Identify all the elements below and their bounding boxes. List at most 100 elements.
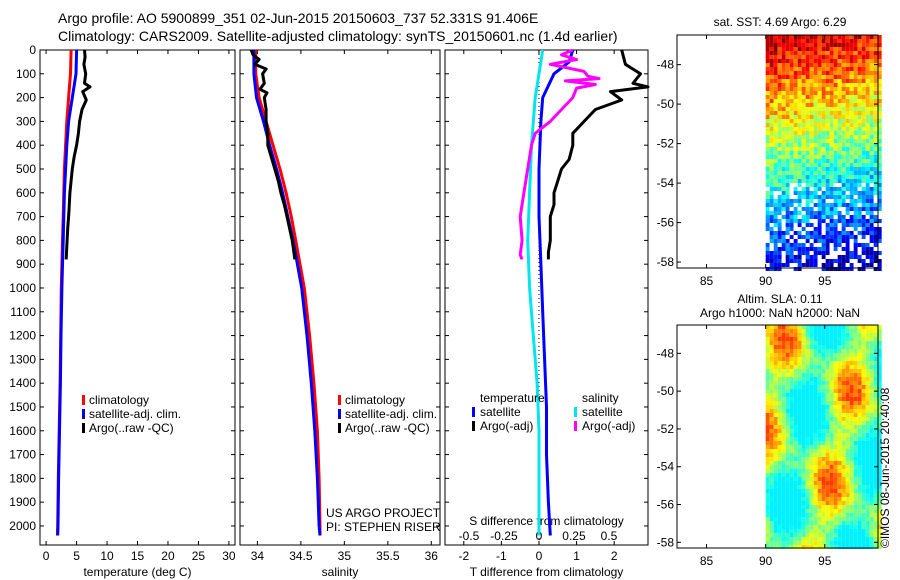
sst_map-cell <box>801 107 806 111</box>
sla_map-cell <box>861 525 866 529</box>
sst_map-cell <box>817 59 822 63</box>
sst_map-cell <box>853 199 858 203</box>
sst_map-cell <box>801 83 806 87</box>
sst_map-cell <box>821 243 826 247</box>
sst_map-cell <box>865 111 870 115</box>
difference-legend-label: Argo(-adj) <box>582 419 635 433</box>
sla_map-cell <box>797 509 802 513</box>
sst_map-cell <box>805 183 810 187</box>
sst_map-cell <box>769 107 774 111</box>
sla_map-cell <box>817 393 822 397</box>
sla_map-cell <box>793 341 798 345</box>
sst_map-cell <box>861 235 866 239</box>
sla_map-cell <box>845 477 850 481</box>
sla_map-cell <box>769 513 774 517</box>
sla_map-cell <box>809 433 814 437</box>
sst_map-cell <box>765 83 770 87</box>
sst_map-cell <box>837 187 842 191</box>
sst_map-cell <box>777 167 782 171</box>
sla_map-cell <box>773 449 778 453</box>
sst_map-cell <box>865 115 870 119</box>
sst_map-cell <box>817 227 822 231</box>
sst_map-cell <box>837 127 842 131</box>
sla_map-cell <box>849 393 854 397</box>
sst_map-cell <box>865 171 870 175</box>
sst_map-cell <box>865 47 870 51</box>
sla_map-cell <box>849 389 854 393</box>
sst_map-cell <box>765 55 770 59</box>
sst_map-cell <box>865 39 870 43</box>
sla_map-cell <box>877 537 882 541</box>
sst_map-cell <box>793 119 798 123</box>
sla_map-cell <box>805 497 810 501</box>
sla_map-cell <box>861 413 866 417</box>
sla_map-cell <box>857 477 862 481</box>
sst_map-cell <box>793 151 798 155</box>
sst_map-cell <box>877 135 882 139</box>
sst_map-cell <box>769 151 774 155</box>
sla_map-cell <box>853 389 858 393</box>
sst_map-cell <box>821 131 826 135</box>
sst_map-cell <box>797 243 802 247</box>
sla_map-cell <box>769 461 774 465</box>
sla_map-cell <box>781 401 786 405</box>
sst_map-cell <box>841 51 846 55</box>
sla_map-cell <box>825 389 830 393</box>
sla_map-cell <box>861 481 866 485</box>
sla_map-cell <box>829 465 834 469</box>
sst_map-cell <box>869 251 874 255</box>
sla_map-cell <box>809 425 814 429</box>
sst_map-cell <box>837 123 842 127</box>
sst_map-cell <box>877 243 882 247</box>
sla_map-cell <box>829 437 834 441</box>
sst_map-cell <box>825 119 830 123</box>
sst_map-cell <box>817 151 822 155</box>
sla_map-cell <box>777 457 782 461</box>
sst_map-cell <box>857 87 862 91</box>
sla_map-cell <box>773 521 778 525</box>
sla_map-cell <box>765 357 770 361</box>
sla_map-cell <box>869 361 874 365</box>
sst_map-cell <box>781 239 786 243</box>
sst_map-cell <box>869 91 874 95</box>
sla_map-cell <box>837 377 842 381</box>
sst_map-cell <box>853 263 858 267</box>
sst_map-cell <box>841 95 846 99</box>
sst_map-cell <box>809 147 814 151</box>
sla_map-cell <box>841 369 846 373</box>
sst_map-cell <box>773 35 778 39</box>
sla_map-cell <box>793 533 798 537</box>
sst_map-cell <box>781 59 786 63</box>
sst_map-cell <box>869 83 874 87</box>
sla_map-cell <box>809 537 814 541</box>
sla_map-cell <box>773 489 778 493</box>
sst_map-cell <box>869 131 874 135</box>
sst_map-cell <box>833 103 838 107</box>
sla_map-cell <box>837 541 842 545</box>
sla_map-cell <box>861 417 866 421</box>
sla_map-cell <box>841 341 846 345</box>
sst_map-cell <box>829 219 834 223</box>
sst_map-cell <box>857 219 862 223</box>
sst_map-cell <box>849 203 854 207</box>
sst_map-cell <box>789 223 794 227</box>
sla_map-cell <box>813 541 818 545</box>
sla_map-cell <box>873 485 878 489</box>
sst_map-cell <box>841 223 846 227</box>
sst_map-cell <box>853 195 858 199</box>
legend-header-temperature: temperature <box>480 391 545 405</box>
sst_map-cell <box>765 59 770 63</box>
sla_map-cell <box>841 373 846 377</box>
sla_map-cell <box>877 385 882 389</box>
sla_map-cell <box>793 545 798 549</box>
sla_map-cell <box>865 405 870 409</box>
sst_map-cell <box>801 155 806 159</box>
sla_map-cell <box>861 361 866 365</box>
sla_map-cell <box>789 365 794 369</box>
sst_map-cell <box>829 71 834 75</box>
sst_map-cell <box>805 231 810 235</box>
sst_map-cell <box>833 63 838 67</box>
sla_map-cell <box>833 453 838 457</box>
sst_map-cell <box>877 235 882 239</box>
sst_map-cell <box>869 107 874 111</box>
